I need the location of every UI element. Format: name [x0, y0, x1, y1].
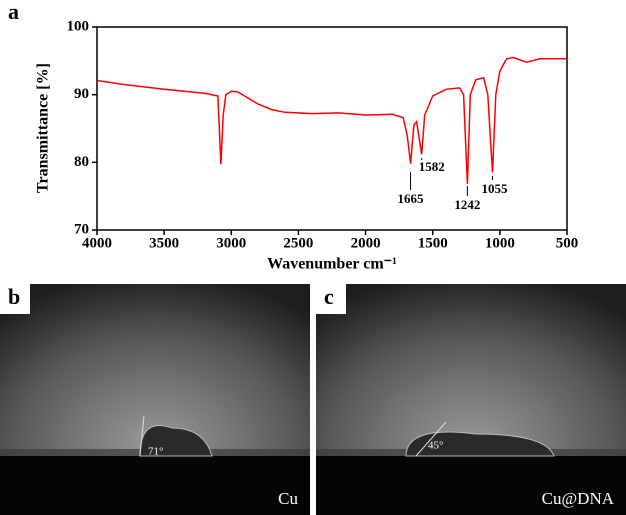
substrate	[0, 456, 310, 515]
x-tick-label: 2000	[351, 235, 381, 251]
panel-label: c	[324, 284, 334, 309]
y-tick-label: 70	[74, 221, 89, 237]
photo-caption: Cu@DNA	[542, 489, 615, 508]
contact-angle: 71°	[148, 446, 163, 458]
substrate	[316, 456, 626, 515]
annotation: 1582	[419, 159, 445, 174]
annotation: 1242	[454, 197, 480, 212]
annotation: 1055	[481, 181, 508, 196]
spectrum-line	[96, 56, 567, 185]
tangent-line	[415, 421, 447, 457]
panel-label-box	[0, 284, 30, 314]
photo-caption: Cu	[278, 489, 298, 508]
tangent-line	[139, 415, 145, 457]
x-tick-label: 1500	[418, 235, 448, 251]
x-tick-label: 4000	[82, 235, 112, 251]
x-tick-label: 3500	[149, 235, 179, 251]
panel-label-box	[316, 284, 346, 314]
panel-label: b	[8, 284, 20, 309]
x-tick-label: 2500	[283, 235, 313, 251]
contact-angle: 45°	[428, 440, 443, 452]
droplet	[405, 431, 555, 457]
annotation: 1665	[398, 191, 425, 206]
plot-frame	[96, 26, 568, 231]
y-axis-label: Transmittance [%]	[35, 63, 52, 193]
x-tick-label: 3000	[216, 235, 246, 251]
x-tick-label: 500	[556, 235, 579, 251]
x-axis-label: Wavenumber cm⁻¹	[267, 256, 397, 273]
y-tick-label: 100	[67, 18, 90, 34]
x-tick-label: 1000	[485, 235, 515, 251]
y-tick-label: 80	[74, 154, 89, 170]
y-tick-label: 90	[74, 86, 89, 102]
panel-label: a	[8, 0, 19, 24]
droplet	[139, 425, 213, 457]
